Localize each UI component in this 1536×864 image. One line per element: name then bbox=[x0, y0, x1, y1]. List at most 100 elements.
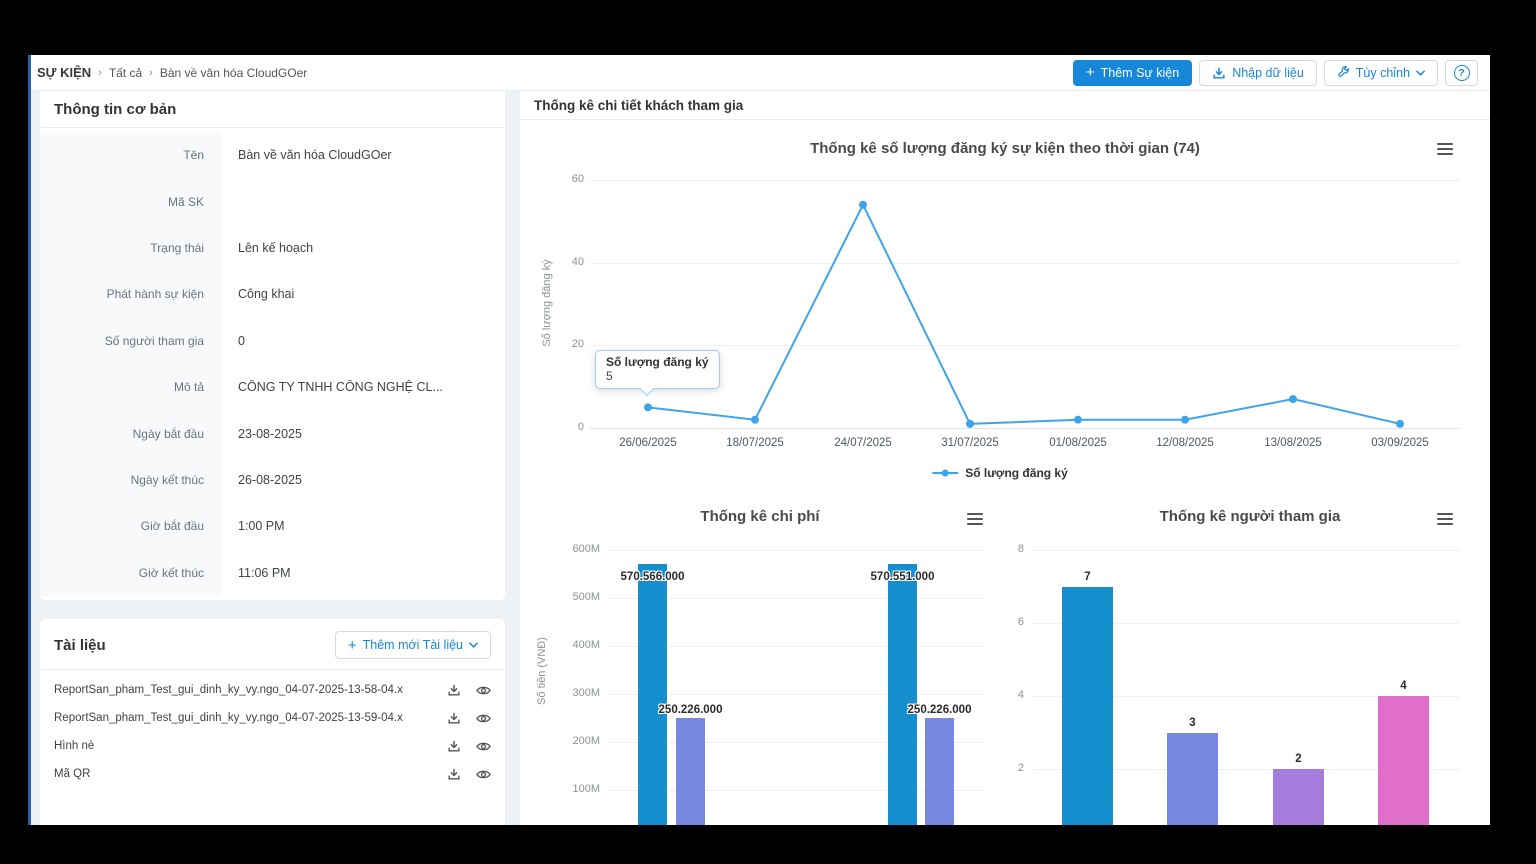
x-axis-tick: 01/08/2025 bbox=[1049, 437, 1107, 449]
bar-value-label: 250.226.000 bbox=[907, 703, 972, 716]
cost-bar-chart: Thống kê chi phí 600M 500M 400M 300M 200M 100M… bbox=[520, 500, 1000, 825]
bar-value-label: 250.226.000 bbox=[658, 703, 723, 716]
field-label: Mã SK bbox=[40, 178, 222, 225]
data-point[interactable] bbox=[966, 419, 974, 428]
line-chart: Thống kê số lượng đăng ký sự kiện theo t… bbox=[520, 121, 1490, 500]
y-axis-tick: 40 bbox=[571, 255, 584, 268]
data-point[interactable] bbox=[1074, 415, 1082, 424]
breadcrumb: SỰ KIỆN › Tất cả › Bàn về văn hóa CloudG… bbox=[37, 65, 307, 80]
bar-value-label: 4 bbox=[1400, 680, 1407, 692]
import-data-button[interactable]: Nhập dữ liệu bbox=[1199, 59, 1317, 86]
x-axis-tick: 13/08/2025 bbox=[1264, 437, 1322, 449]
data-point[interactable] bbox=[751, 415, 759, 424]
y-axis-tick: 200M bbox=[572, 735, 600, 747]
preview-eye-icon[interactable] bbox=[476, 740, 491, 753]
divider bbox=[41, 127, 504, 128]
cost-bar[interactable] bbox=[638, 564, 667, 825]
add-document-label: Thêm mới Tài liệu bbox=[362, 638, 463, 652]
tooltip-title: Số lượng đăng ký bbox=[606, 355, 709, 369]
breadcrumb-module[interactable]: SỰ KIỆN bbox=[37, 65, 92, 80]
bar-value-label: 2 bbox=[1295, 753, 1302, 765]
chart-tooltip: Số lượng đăng ký 5 bbox=[595, 350, 720, 389]
legend-label: Số lượng đăng ký bbox=[965, 466, 1068, 480]
field-label: Giờ bắt đầu bbox=[40, 503, 222, 550]
field-value: 11:06 PM bbox=[238, 565, 291, 580]
data-point[interactable] bbox=[859, 200, 867, 209]
bar-value-label: 7 bbox=[1084, 570, 1091, 583]
preview-eye-icon[interactable] bbox=[476, 712, 491, 725]
chevron-down-icon bbox=[469, 642, 478, 648]
topbar-actions: + Thêm Sự kiện Nhập dữ liệu Tùy chỉnh bbox=[1072, 59, 1478, 86]
breadcrumb-separator-icon: › bbox=[149, 66, 153, 79]
chevron-down-icon bbox=[1416, 69, 1425, 76]
chart-menu-icon[interactable] bbox=[1437, 513, 1453, 525]
x-axis-tick: 31/07/2025 bbox=[941, 437, 999, 449]
gridline bbox=[610, 790, 985, 791]
download-icon[interactable] bbox=[447, 711, 461, 725]
file-name[interactable]: ReportSan_pham_Test_gui_dinh_ky_vy.ngo_0… bbox=[54, 712, 403, 724]
file-actions bbox=[447, 711, 491, 725]
add-event-button[interactable]: + Thêm Sự kiện bbox=[1072, 59, 1193, 86]
gridline bbox=[1032, 769, 1460, 770]
help-button[interactable]: ? bbox=[1445, 59, 1478, 86]
field-label: Trạng thái bbox=[40, 224, 222, 272]
preview-eye-icon[interactable] bbox=[476, 768, 491, 781]
field-row: Mã SK bbox=[40, 178, 505, 225]
customize-button[interactable]: Tùy chỉnh bbox=[1323, 59, 1438, 86]
bar-value-label: 3 bbox=[1189, 716, 1196, 729]
download-icon[interactable] bbox=[447, 739, 461, 753]
y-axis-tick: 400M bbox=[572, 639, 600, 651]
file-actions bbox=[447, 683, 491, 697]
left-column: Thông tin cơ bản Tên Bàn về văn hóa Cloud… bbox=[31, 91, 520, 825]
plus-icon: + bbox=[1085, 64, 1095, 81]
download-icon[interactable] bbox=[447, 683, 461, 697]
sidebar-edge-strip bbox=[28, 55, 31, 825]
x-axis-tick: 12/08/2025 bbox=[1156, 437, 1214, 449]
file-name[interactable]: Mã QR bbox=[54, 768, 91, 780]
file-row: ReportSan_pham_Test_gui_dinh_ky_vy.ngo_0… bbox=[40, 704, 505, 732]
chart-menu-icon[interactable] bbox=[1437, 143, 1453, 155]
data-point[interactable] bbox=[1181, 415, 1189, 424]
import-data-label: Nhập dữ liệu bbox=[1232, 65, 1304, 80]
data-point[interactable] bbox=[1396, 419, 1404, 428]
attendee-bar[interactable] bbox=[1167, 732, 1218, 825]
preview-eye-icon[interactable] bbox=[476, 684, 491, 697]
add-document-button[interactable]: + Thêm mới Tài liệu bbox=[334, 631, 491, 659]
file-name[interactable]: Hình nè bbox=[54, 740, 95, 752]
data-point[interactable] bbox=[1289, 395, 1297, 404]
field-row: Mô tả CÔNG TY TNHH CÔNG NGHỆ CL... bbox=[40, 363, 505, 411]
chart-menu-icon[interactable] bbox=[967, 513, 983, 525]
file-name[interactable]: ReportSan_pham_Test_gui_dinh_ky_vy.ngo_0… bbox=[54, 684, 403, 696]
gridline bbox=[590, 180, 1460, 181]
question-icon: ? bbox=[1453, 64, 1470, 81]
cost-bar[interactable] bbox=[925, 717, 954, 825]
field-row: Trạng thái Lên kế hoạch bbox=[40, 224, 505, 272]
add-event-label: Thêm Sự kiện bbox=[1100, 65, 1180, 80]
gridline bbox=[610, 742, 985, 743]
y-axis-tick: 8 bbox=[1017, 543, 1024, 555]
basic-info-title: Thông tin cơ bản bbox=[54, 101, 177, 118]
y-axis-tick: 20 bbox=[571, 338, 584, 351]
cost-bar[interactable] bbox=[676, 717, 705, 825]
data-point[interactable] bbox=[644, 403, 652, 412]
tooltip-value: 5 bbox=[606, 369, 613, 383]
breadcrumb-item-all[interactable]: Tất cả bbox=[108, 65, 143, 80]
attendee-bar[interactable] bbox=[1273, 769, 1324, 825]
attendee-bar[interactable] bbox=[1062, 586, 1113, 825]
file-actions bbox=[447, 739, 491, 753]
field-value: CÔNG TY TNHH CÔNG NGHỆ CL... bbox=[238, 380, 443, 395]
field-row: Giờ bắt đầu 1:00 PM bbox=[40, 503, 505, 550]
field-label: Giờ kết thúc bbox=[40, 549, 222, 596]
legend-item[interactable]: Số lượng đăng ký bbox=[932, 466, 1068, 480]
y-axis-tick: 60 bbox=[571, 173, 584, 185]
y-axis-label: Số tiền (VNĐ) bbox=[536, 637, 548, 705]
cost-bar[interactable] bbox=[888, 564, 917, 825]
attendee-bar[interactable] bbox=[1378, 696, 1429, 825]
download-icon[interactable] bbox=[447, 767, 461, 781]
gridline bbox=[590, 345, 1460, 347]
field-value: Công khai bbox=[238, 287, 295, 302]
file-row: Mã QR bbox=[40, 760, 505, 788]
statistics-panel-title: Thống kê chi tiết khách tham gia bbox=[520, 91, 1490, 120]
breadcrumb-separator-icon: › bbox=[98, 66, 102, 79]
file-list: ReportSan_pham_Test_gui_dinh_ky_vy.ngo_0… bbox=[40, 670, 505, 788]
